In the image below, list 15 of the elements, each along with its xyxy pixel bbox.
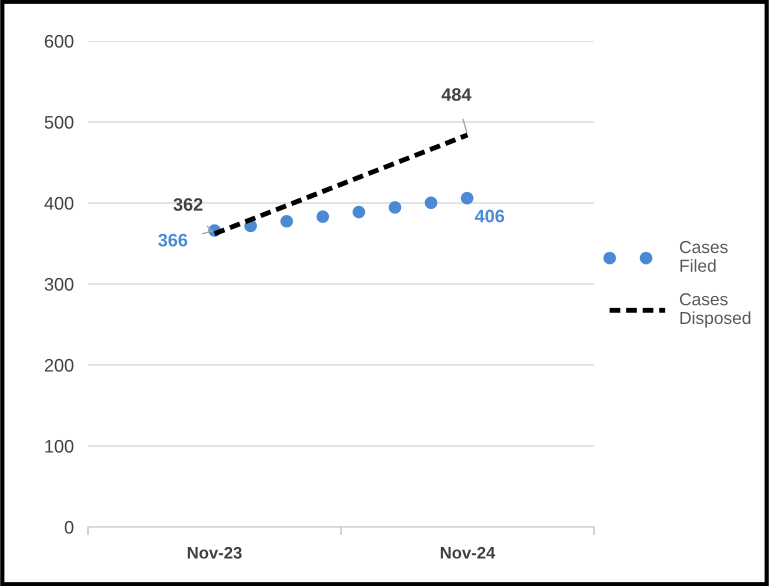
legend-label: Cases Filed — [680, 240, 728, 272]
y-tick-label: 100 — [45, 440, 74, 453]
y-tick-label: 300 — [44, 278, 74, 291]
data-label: 366 — [158, 234, 188, 247]
y-tick-label: 500 — [44, 116, 74, 129]
y-tick-label: 600 — [44, 34, 74, 48]
data-label: 406 — [474, 210, 504, 222]
legend-label: Cases Disposed — [680, 293, 750, 328]
y-tick-label: 0 — [64, 520, 74, 534]
y-tick-label: 400 — [44, 196, 74, 210]
data-label: 362 — [173, 198, 202, 211]
x-tick-label: Nov-23 — [188, 546, 242, 559]
x-tick-label: Nov-24 — [440, 546, 496, 559]
data-label: 484 — [442, 88, 472, 101]
y-tick-label: 200 — [44, 358, 74, 372]
